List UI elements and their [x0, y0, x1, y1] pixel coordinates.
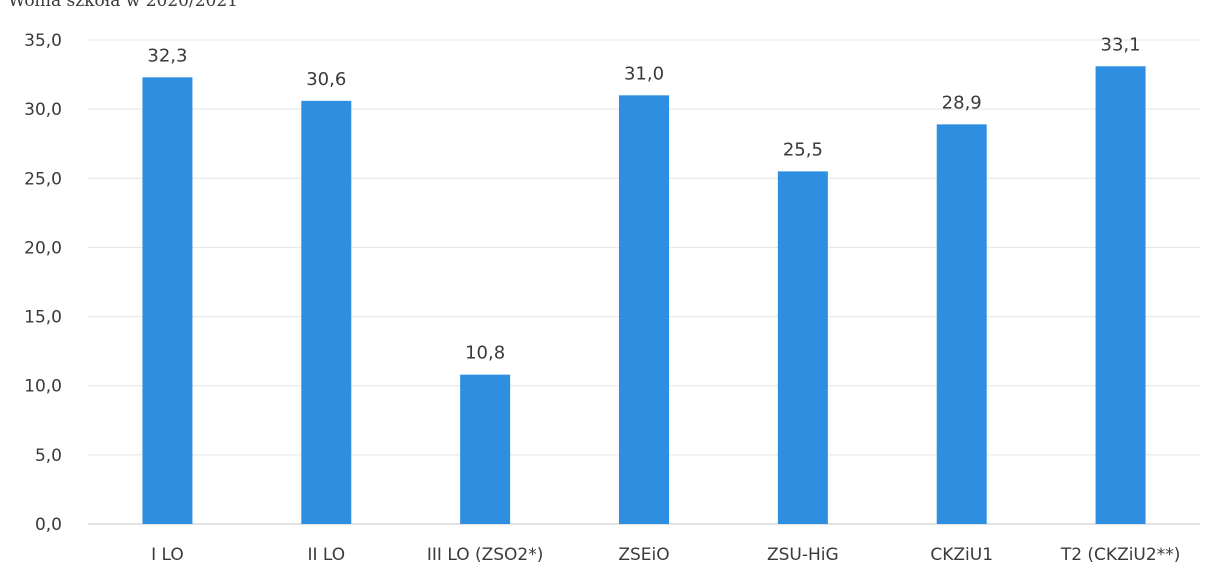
y-tick-label: 5,0: [35, 446, 62, 466]
bar-3: [619, 95, 669, 525]
data-label: 28,9: [942, 92, 982, 113]
x-category-label: T2 (CKZiU2**): [1060, 545, 1181, 565]
bar-5: [936, 124, 987, 525]
data-label: 31,0: [624, 63, 664, 84]
data-label: 33,1: [1101, 34, 1141, 55]
y-tick-label: 25,0: [24, 169, 62, 189]
y-tick-label: 30,0: [24, 100, 62, 120]
y-tick-label: 20,0: [24, 238, 62, 258]
y-tick-label: 15,0: [24, 308, 62, 328]
cropped-header-text: Wolna szkoła w 2020/2021: [8, 0, 238, 11]
x-category-label: ZSU-HiG: [767, 545, 839, 565]
x-category-label: ZSEiO: [618, 545, 669, 565]
x-category-label: III LO (ZSO2*): [427, 545, 544, 565]
bar-1: [301, 100, 352, 525]
bar-6: [1095, 66, 1146, 524]
x-category-label: I LO: [151, 545, 184, 565]
x-category-label: CKZiU1: [930, 545, 993, 565]
bar-0: [142, 77, 193, 524]
y-tick-label: 35,0: [24, 31, 62, 51]
data-label: 25,5: [783, 139, 823, 160]
data-label: 10,8: [465, 343, 505, 364]
data-label: 32,3: [147, 45, 187, 66]
data-label: 30,6: [306, 69, 346, 90]
bar-4: [777, 171, 828, 524]
y-tick-label: 0,0: [35, 515, 62, 535]
y-tick-label: 10,0: [24, 377, 62, 397]
x-category-label: II LO: [307, 545, 345, 565]
bar-2: [460, 374, 511, 524]
